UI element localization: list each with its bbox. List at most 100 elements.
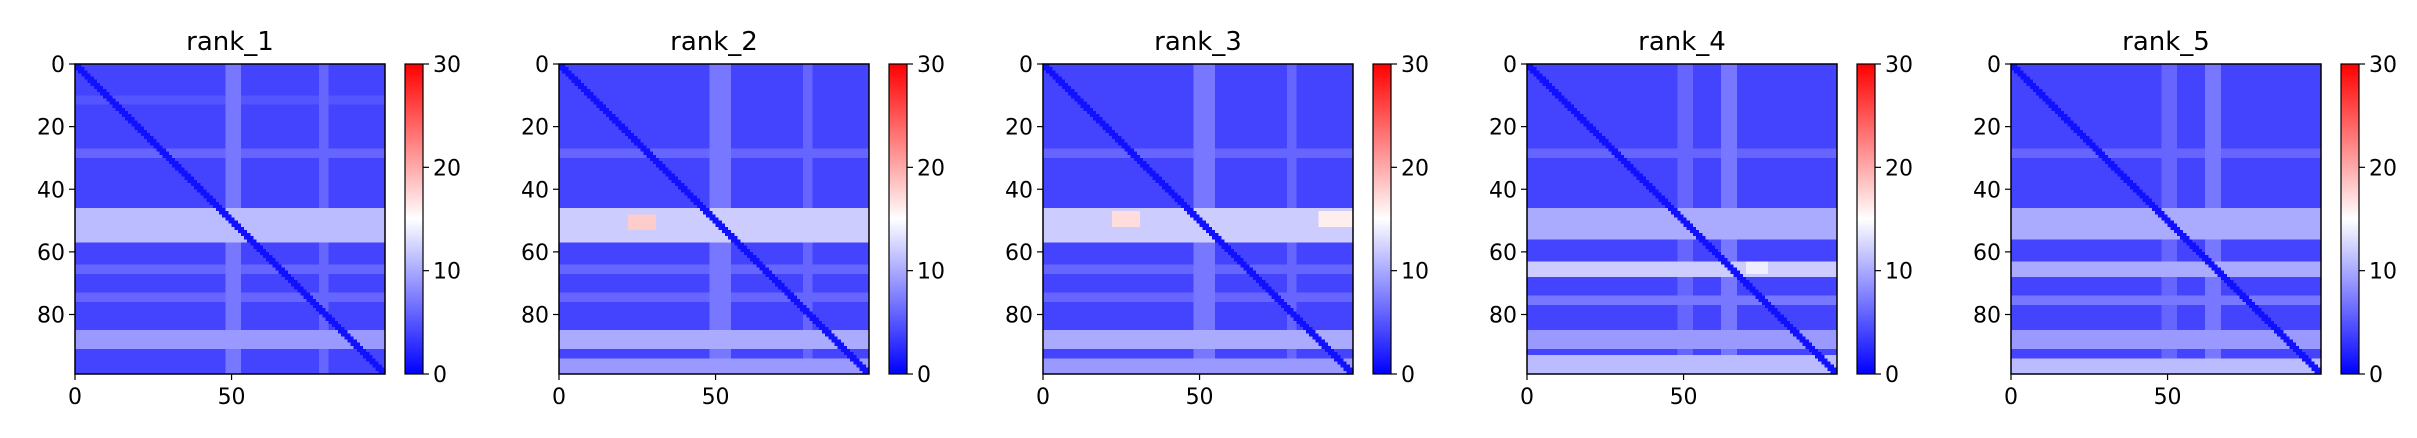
heatmap-cell — [812, 161, 870, 165]
heatmap-cell — [731, 255, 748, 259]
heatmap-cell — [731, 289, 782, 293]
heatmap-cell — [328, 251, 386, 256]
heatmap-cell — [328, 201, 386, 206]
heatmap-cell — [1736, 98, 1838, 102]
heatmap-cell — [1692, 233, 1703, 237]
heatmap-cell — [862, 370, 870, 375]
heatmap-cell — [1677, 248, 1694, 253]
heatmap-cell — [143, 126, 226, 131]
heatmap-cell — [2101, 148, 2206, 153]
heatmap-cell — [319, 261, 330, 265]
heatmap-cell — [1527, 317, 1678, 322]
heatmap-cell — [731, 261, 754, 265]
heatmap-cell — [1221, 236, 1354, 240]
heatmap-cell — [559, 120, 613, 124]
heatmap-cell — [319, 348, 330, 353]
heatmap-cell — [319, 361, 330, 365]
heatmap-cell — [1043, 101, 1078, 106]
heatmap-cell — [240, 85, 320, 90]
heatmap-cell — [75, 157, 167, 162]
heatmap-cell — [1721, 129, 1738, 134]
heatmap-cell — [709, 286, 732, 290]
heatmap-cell — [1602, 142, 1612, 146]
heatmap-cell — [731, 286, 779, 290]
heatmap-cell — [1677, 73, 1694, 77]
heatmap-cell — [1193, 301, 1216, 306]
heatmap-cell — [2120, 167, 2162, 171]
heatmap-cell — [75, 345, 355, 350]
heatmap-cell — [1246, 270, 1257, 275]
heatmap-cell — [1664, 195, 1678, 200]
heatmap-cell — [709, 323, 732, 328]
heatmap-cell — [2011, 211, 2156, 215]
heatmap-cell — [147, 129, 226, 134]
heatmap-cell — [1143, 167, 1153, 171]
heatmap-cell — [2036, 82, 2162, 87]
heatmap-cell — [1692, 283, 1722, 287]
heatmap-cell — [75, 229, 239, 234]
heatmap-cell — [2161, 355, 2178, 359]
y-tick-label: 60 — [37, 241, 65, 266]
heatmap-cell — [1677, 305, 1694, 309]
heatmap-cell — [240, 289, 298, 293]
heatmap-cell — [1193, 242, 1216, 247]
heatmap-cell — [709, 145, 732, 149]
heatmap-cell — [1702, 233, 1838, 237]
heatmap-cell — [1296, 173, 1354, 178]
heatmap-cell — [1287, 101, 1298, 106]
heatmap-cell — [1527, 123, 1584, 128]
heatmap-cell — [853, 352, 870, 356]
heatmap-cell — [1168, 192, 1179, 196]
heatmap-cell — [1043, 308, 1194, 312]
heatmap-cell — [2011, 339, 2284, 344]
heatmap-cell — [1193, 145, 1216, 149]
heatmap-cell — [812, 170, 870, 174]
heatmap-cell — [1287, 82, 1298, 87]
heatmap-cell — [1284, 298, 1354, 303]
heatmap-cell — [709, 204, 732, 209]
heatmap-cell — [559, 286, 710, 290]
heatmap-cell — [1527, 164, 1625, 168]
heatmap-cell — [309, 301, 320, 306]
heatmap-cell — [1677, 95, 1694, 99]
heatmap-cell — [812, 123, 870, 128]
heatmap-cell — [1296, 64, 1354, 68]
heatmap-cell — [363, 345, 386, 350]
heatmap-cell — [75, 261, 226, 265]
heatmap-cell — [197, 189, 207, 193]
heatmap-cell — [328, 305, 386, 309]
heatmap-cell — [2289, 336, 2322, 340]
heatmap-cell — [1583, 114, 1678, 118]
heatmap-cell — [2176, 289, 2206, 293]
heatmap-cell — [2073, 120, 2162, 124]
heatmap-cell — [1815, 345, 1838, 350]
heatmap-cell — [106, 89, 226, 93]
heatmap-cell — [1736, 107, 1838, 112]
heatmap-cell — [1337, 361, 1348, 365]
heatmap-cell — [2205, 67, 2222, 71]
heatmap-cell — [1043, 273, 1194, 278]
heatmap-cell — [1287, 139, 1298, 143]
heatmap-cell — [240, 361, 320, 365]
heatmap-cell — [2057, 114, 2068, 118]
heatmap-cell — [1527, 154, 1616, 159]
heatmap-cell — [2126, 182, 2137, 187]
heatmap-cell — [2011, 129, 2075, 134]
heatmap-cell — [2014, 70, 2024, 74]
heatmap-cell — [1043, 345, 1323, 350]
heatmap-cell — [115, 107, 126, 112]
heatmap-cell — [75, 198, 207, 203]
heatmap-cell — [693, 201, 704, 206]
heatmap-cell — [2011, 305, 2162, 309]
heatmap-cell — [328, 189, 386, 193]
heatmap-cell — [1527, 295, 1756, 300]
heatmap-cell — [1043, 136, 1113, 140]
heatmap-cell — [75, 161, 170, 165]
heatmap-cell — [559, 229, 723, 234]
heatmap-cell — [240, 298, 308, 303]
heatmap-cell — [328, 120, 386, 124]
heatmap-cell — [690, 198, 701, 203]
heatmap-cell — [322, 305, 330, 309]
heatmap-cell — [2161, 136, 2178, 140]
heatmap-cell — [319, 195, 330, 200]
